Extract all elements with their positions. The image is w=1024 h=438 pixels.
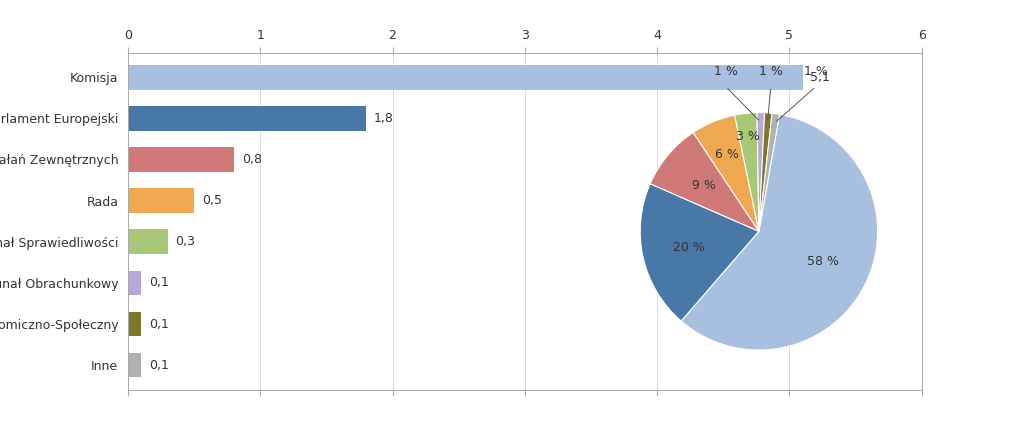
Bar <box>128 271 141 295</box>
Bar <box>128 312 141 336</box>
Text: 5,1: 5,1 <box>810 71 830 84</box>
Bar <box>128 65 803 90</box>
Text: 0,8: 0,8 <box>242 153 262 166</box>
Bar <box>128 106 367 131</box>
Bar <box>128 353 141 378</box>
Text: 1,8: 1,8 <box>374 112 394 125</box>
Text: 0,1: 0,1 <box>150 318 169 331</box>
Text: 0,1: 0,1 <box>150 359 169 371</box>
Bar <box>128 147 233 172</box>
Text: 0,5: 0,5 <box>202 194 222 207</box>
Text: 0,1: 0,1 <box>150 276 169 290</box>
Text: 0,3: 0,3 <box>176 235 196 248</box>
Bar <box>128 188 195 213</box>
Bar <box>128 230 168 254</box>
